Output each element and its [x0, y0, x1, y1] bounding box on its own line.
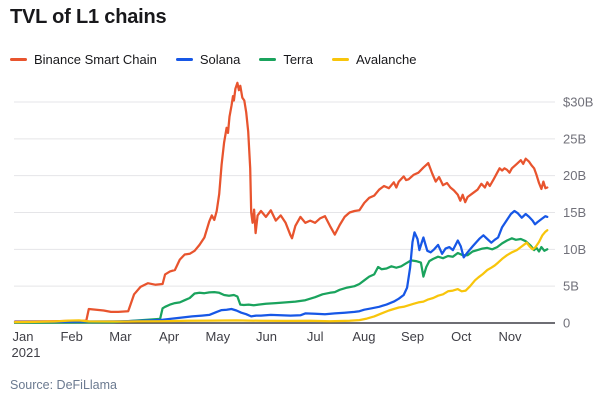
legend-label-terra: Terra	[283, 52, 313, 67]
y-axis-labels: $30B 25B 20B 15B 10B 5B 0	[563, 94, 593, 330]
legend-item-avalanche: Avalanche	[331, 52, 417, 67]
x-tick-label: Nov	[498, 329, 522, 344]
x-tick-label: Aug	[352, 329, 375, 344]
y-tick-label: 25B	[563, 131, 586, 146]
x-axis-year-label: 2021	[12, 345, 41, 360]
series-line-terra	[13, 237, 549, 324]
series-line-binance-smart-chain	[13, 81, 549, 323]
y-tick-label: 5B	[563, 279, 579, 294]
x-tick-label: Feb	[60, 329, 82, 344]
grid-lines	[14, 101, 555, 324]
legend-item-binance-smart-chain: Binance Smart Chain	[10, 52, 157, 67]
series-line-solana	[13, 209, 549, 324]
chart-title: TVL of L1 chains	[10, 6, 167, 28]
x-tick-label: Jan	[13, 329, 34, 344]
legend-swatch-avalanche	[331, 58, 349, 61]
series-line-avalanche	[13, 229, 549, 324]
legend-swatch-terra	[259, 58, 277, 61]
legend-swatch-solana	[175, 58, 193, 61]
legend-label-binance-smart-chain: Binance Smart Chain	[34, 52, 157, 67]
y-tick-label: 15B	[563, 205, 586, 220]
y-tick-label: 20B	[563, 168, 586, 183]
y-tick-label: 0	[563, 316, 570, 331]
x-axis-labels: Jan Feb Mar Apr May Jun Jul Aug Sep Oct Nov 2021	[12, 329, 523, 360]
x-tick-label: Apr	[159, 329, 180, 344]
x-tick-label: Oct	[451, 329, 472, 344]
y-tick-label: 10B	[563, 242, 586, 257]
x-tick-label: Jul	[307, 329, 324, 344]
x-tick-label: Sep	[401, 329, 424, 344]
y-tick-label: $30B	[563, 94, 593, 109]
legend-label-avalanche: Avalanche	[355, 52, 417, 67]
x-tick-label: Mar	[109, 329, 132, 344]
source-attribution: Source: DeFiLlama	[10, 378, 117, 392]
chart-legend: Binance Smart Chain Solana Terra Avalanc…	[10, 52, 416, 67]
legend-label-solana: Solana	[199, 52, 241, 67]
x-tick-label: May	[206, 329, 231, 344]
x-tick-label: Jun	[256, 329, 277, 344]
legend-swatch-binance-smart-chain	[10, 58, 27, 61]
legend-item-terra: Terra	[259, 52, 313, 67]
legend-item-solana: Solana	[175, 52, 241, 67]
